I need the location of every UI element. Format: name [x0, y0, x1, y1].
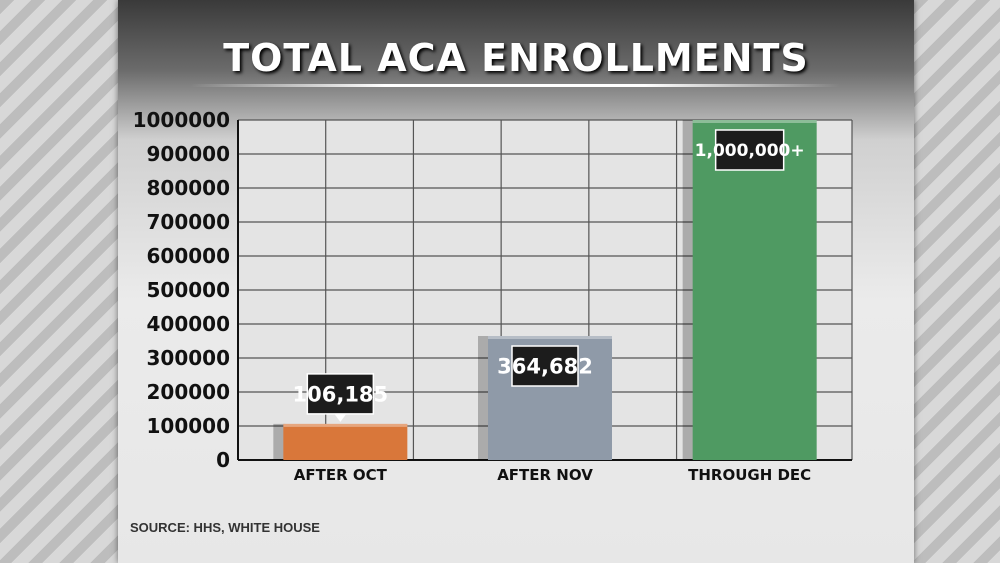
bar [283, 423, 408, 460]
data-label: 1,000,000+ [695, 141, 805, 161]
data-label-box [306, 373, 375, 415]
source-note: SOURCE: HHS, WHITE HOUSE [130, 520, 320, 535]
y-tick-label: 600000 [147, 244, 231, 268]
data-label: 364,682 [497, 355, 593, 379]
y-tick-label: 800000 [147, 176, 231, 200]
data-label: 106,185 [293, 382, 389, 406]
y-tick-label: 1000000 [133, 108, 230, 132]
data-label-pointer [334, 413, 347, 422]
bar-top-highlight [488, 336, 612, 340]
right-stripe-background [914, 0, 1000, 563]
left-stripe-background [0, 0, 118, 563]
bar-side-shade [682, 120, 695, 460]
x-category-label: AFTER OCT [294, 466, 388, 484]
y-tick-label: 900000 [147, 142, 231, 166]
bar-side-shade [273, 423, 286, 460]
bar-top-highlight [692, 120, 817, 123]
bar-top-highlight [283, 423, 408, 427]
y-tick-label: 400000 [147, 312, 231, 336]
title-underline [190, 84, 840, 87]
x-category-label: AFTER NOV [497, 466, 593, 484]
y-tick-label: 0 [216, 448, 230, 472]
y-tick-label: 200000 [147, 380, 231, 404]
data-label-box [714, 129, 785, 171]
y-tick-label: 300000 [147, 346, 231, 370]
bar [692, 120, 817, 460]
y-tick-label: 700000 [147, 210, 231, 234]
data-label-box [511, 345, 579, 387]
bar-side-shade [478, 336, 490, 460]
x-category-label: THROUGH DEC [688, 466, 811, 484]
y-tick-label: 500000 [147, 278, 231, 302]
chart-title: TOTAL ACA ENROLLMENTS [223, 36, 809, 80]
y-tick-label: 100000 [147, 414, 231, 438]
